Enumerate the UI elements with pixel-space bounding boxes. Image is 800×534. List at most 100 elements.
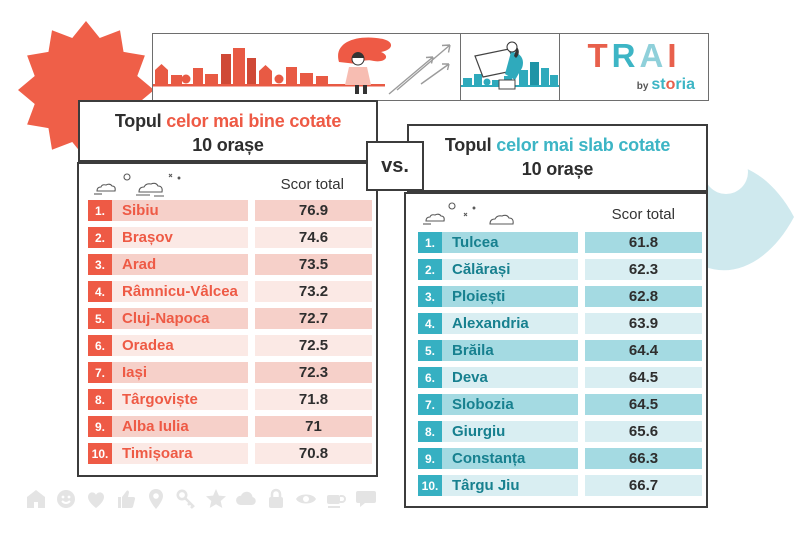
table-row: 1. Tulcea 61.8 — [418, 232, 702, 253]
score-value: 72.7 — [255, 308, 372, 329]
city-name: Alba Iulia — [112, 416, 248, 437]
city-name: Constanța — [442, 448, 578, 469]
row-gap — [578, 286, 585, 307]
row-gap — [578, 340, 585, 361]
score-value: 71.8 — [255, 389, 372, 410]
score-value: 66.7 — [585, 475, 702, 496]
city-name: Târgoviște — [112, 389, 248, 410]
city-name: Sibiu — [112, 200, 248, 221]
score-value: 64.5 — [585, 394, 702, 415]
city-name: Oradea — [112, 335, 248, 356]
score-value: 71 — [255, 416, 372, 437]
eye-icon — [296, 494, 316, 504]
cloud-icon — [236, 491, 256, 505]
score-value: 73.2 — [255, 281, 372, 302]
city-name: Brașov — [112, 227, 248, 248]
row-gap — [578, 367, 585, 388]
left-title-accent: celor mai bine cotate — [166, 111, 342, 131]
table-row: 6. Deva 64.5 — [418, 367, 702, 388]
city-name: Cluj-Napoca — [112, 308, 248, 329]
row-gap — [248, 416, 255, 437]
row-gap — [248, 200, 255, 221]
left-score-column-header: Scor total — [280, 176, 344, 193]
score-value: 72.5 — [255, 335, 372, 356]
table-row: 5. Cluj-Napoca 72.7 — [88, 308, 372, 329]
rank-badge: 5. — [88, 308, 112, 329]
city-illustration-teal — [459, 33, 561, 101]
row-gap — [248, 227, 255, 248]
person-drawing-illustration — [473, 41, 523, 90]
score-value: 72.3 — [255, 362, 372, 383]
row-gap — [248, 389, 255, 410]
score-value: 61.8 — [585, 232, 702, 253]
city-name: Brăila — [442, 340, 578, 361]
score-value: 73.5 — [255, 254, 372, 275]
table-row: 1. Sibiu 76.9 — [88, 200, 372, 221]
rank-badge: 2. — [88, 227, 112, 248]
right-title-prefix: Topul — [444, 135, 492, 155]
clouds-decoration-icon — [423, 202, 514, 225]
row-gap — [578, 259, 585, 280]
row-gap — [248, 281, 255, 302]
score-value: 64.4 — [585, 340, 702, 361]
right-table-title: Topul celor mai slab cotate 10 orașe — [407, 124, 708, 192]
footer-icon-strip — [24, 487, 378, 511]
score-value: 64.5 — [585, 367, 702, 388]
row-gap — [248, 443, 255, 464]
lock-icon — [269, 488, 283, 508]
key-icon — [176, 489, 195, 509]
trai-wordmark: TRAI — [587, 37, 681, 74]
city-name: Slobozia — [442, 394, 578, 415]
score-value: 62.8 — [585, 286, 702, 307]
city-name: Arad — [112, 254, 248, 275]
score-value: 70.8 — [255, 443, 372, 464]
row-gap — [248, 308, 255, 329]
right-table-rows: 1. Tulcea 61.8 2. Călărași 62.3 3. Ploie… — [418, 232, 702, 502]
rank-badge: 4. — [88, 281, 112, 302]
score-value: 65.6 — [585, 421, 702, 442]
table-row: 2. Brașov 74.6 — [88, 227, 372, 248]
right-title-accent: celor mai slab cotate — [496, 135, 671, 155]
table-row: 8. Târgoviște 71.8 — [88, 389, 372, 410]
storia-wordmark: by storia — [636, 76, 695, 93]
woman-flag-illustration — [338, 37, 392, 94]
city-name: Călărași — [442, 259, 578, 280]
table-row: 3. Ploiești 62.8 — [418, 286, 702, 307]
right-score-column-header: Scor total — [611, 206, 675, 223]
row-gap — [578, 421, 585, 442]
rank-badge: 7. — [88, 362, 112, 383]
table-row: 6. Oradea 72.5 — [88, 335, 372, 356]
rank-badge: 3. — [88, 254, 112, 275]
thumbs-up-icon — [118, 490, 136, 508]
table-row: 7. Slobozia 64.5 — [418, 394, 702, 415]
trai-logo: TRAI by storia — [559, 33, 709, 101]
right-title-suffix: 10 orașe — [521, 159, 594, 179]
rank-badge: 8. — [88, 389, 112, 410]
left-table-title: Topul celor mai bine cotate 10 orașe — [78, 100, 378, 162]
table-row: 9. Constanța 66.3 — [418, 448, 702, 469]
row-gap — [248, 335, 255, 356]
rank-badge: 1. — [418, 232, 442, 253]
score-value: 76.9 — [255, 200, 372, 221]
row-gap — [248, 254, 255, 275]
table-row: 3. Arad 73.5 — [88, 254, 372, 275]
rank-badge: 2. — [418, 259, 442, 280]
left-title-suffix: 10 orașe — [192, 135, 264, 155]
right-table: Scor total 1. Tulcea 61.8 2. Călărași 62… — [404, 192, 708, 508]
city-name: Alexandria — [442, 313, 578, 334]
banner: TRAI by storia — [152, 33, 709, 101]
row-gap — [578, 448, 585, 469]
rank-badge: 9. — [88, 416, 112, 437]
rank-badge: 1. — [88, 200, 112, 221]
cup-icon — [327, 495, 346, 508]
pin-icon — [149, 489, 163, 509]
city-name: Târgu Jiu — [442, 475, 578, 496]
smiley-icon — [57, 490, 75, 508]
rank-badge: 10. — [418, 475, 442, 496]
left-table: Scor total 1. Sibiu 76.9 2. Brașov 74.6 … — [77, 162, 378, 477]
rank-badge: 5. — [418, 340, 442, 361]
city-name: Timișoara — [112, 443, 248, 464]
city-name: Tulcea — [442, 232, 578, 253]
score-value: 62.3 — [585, 259, 702, 280]
